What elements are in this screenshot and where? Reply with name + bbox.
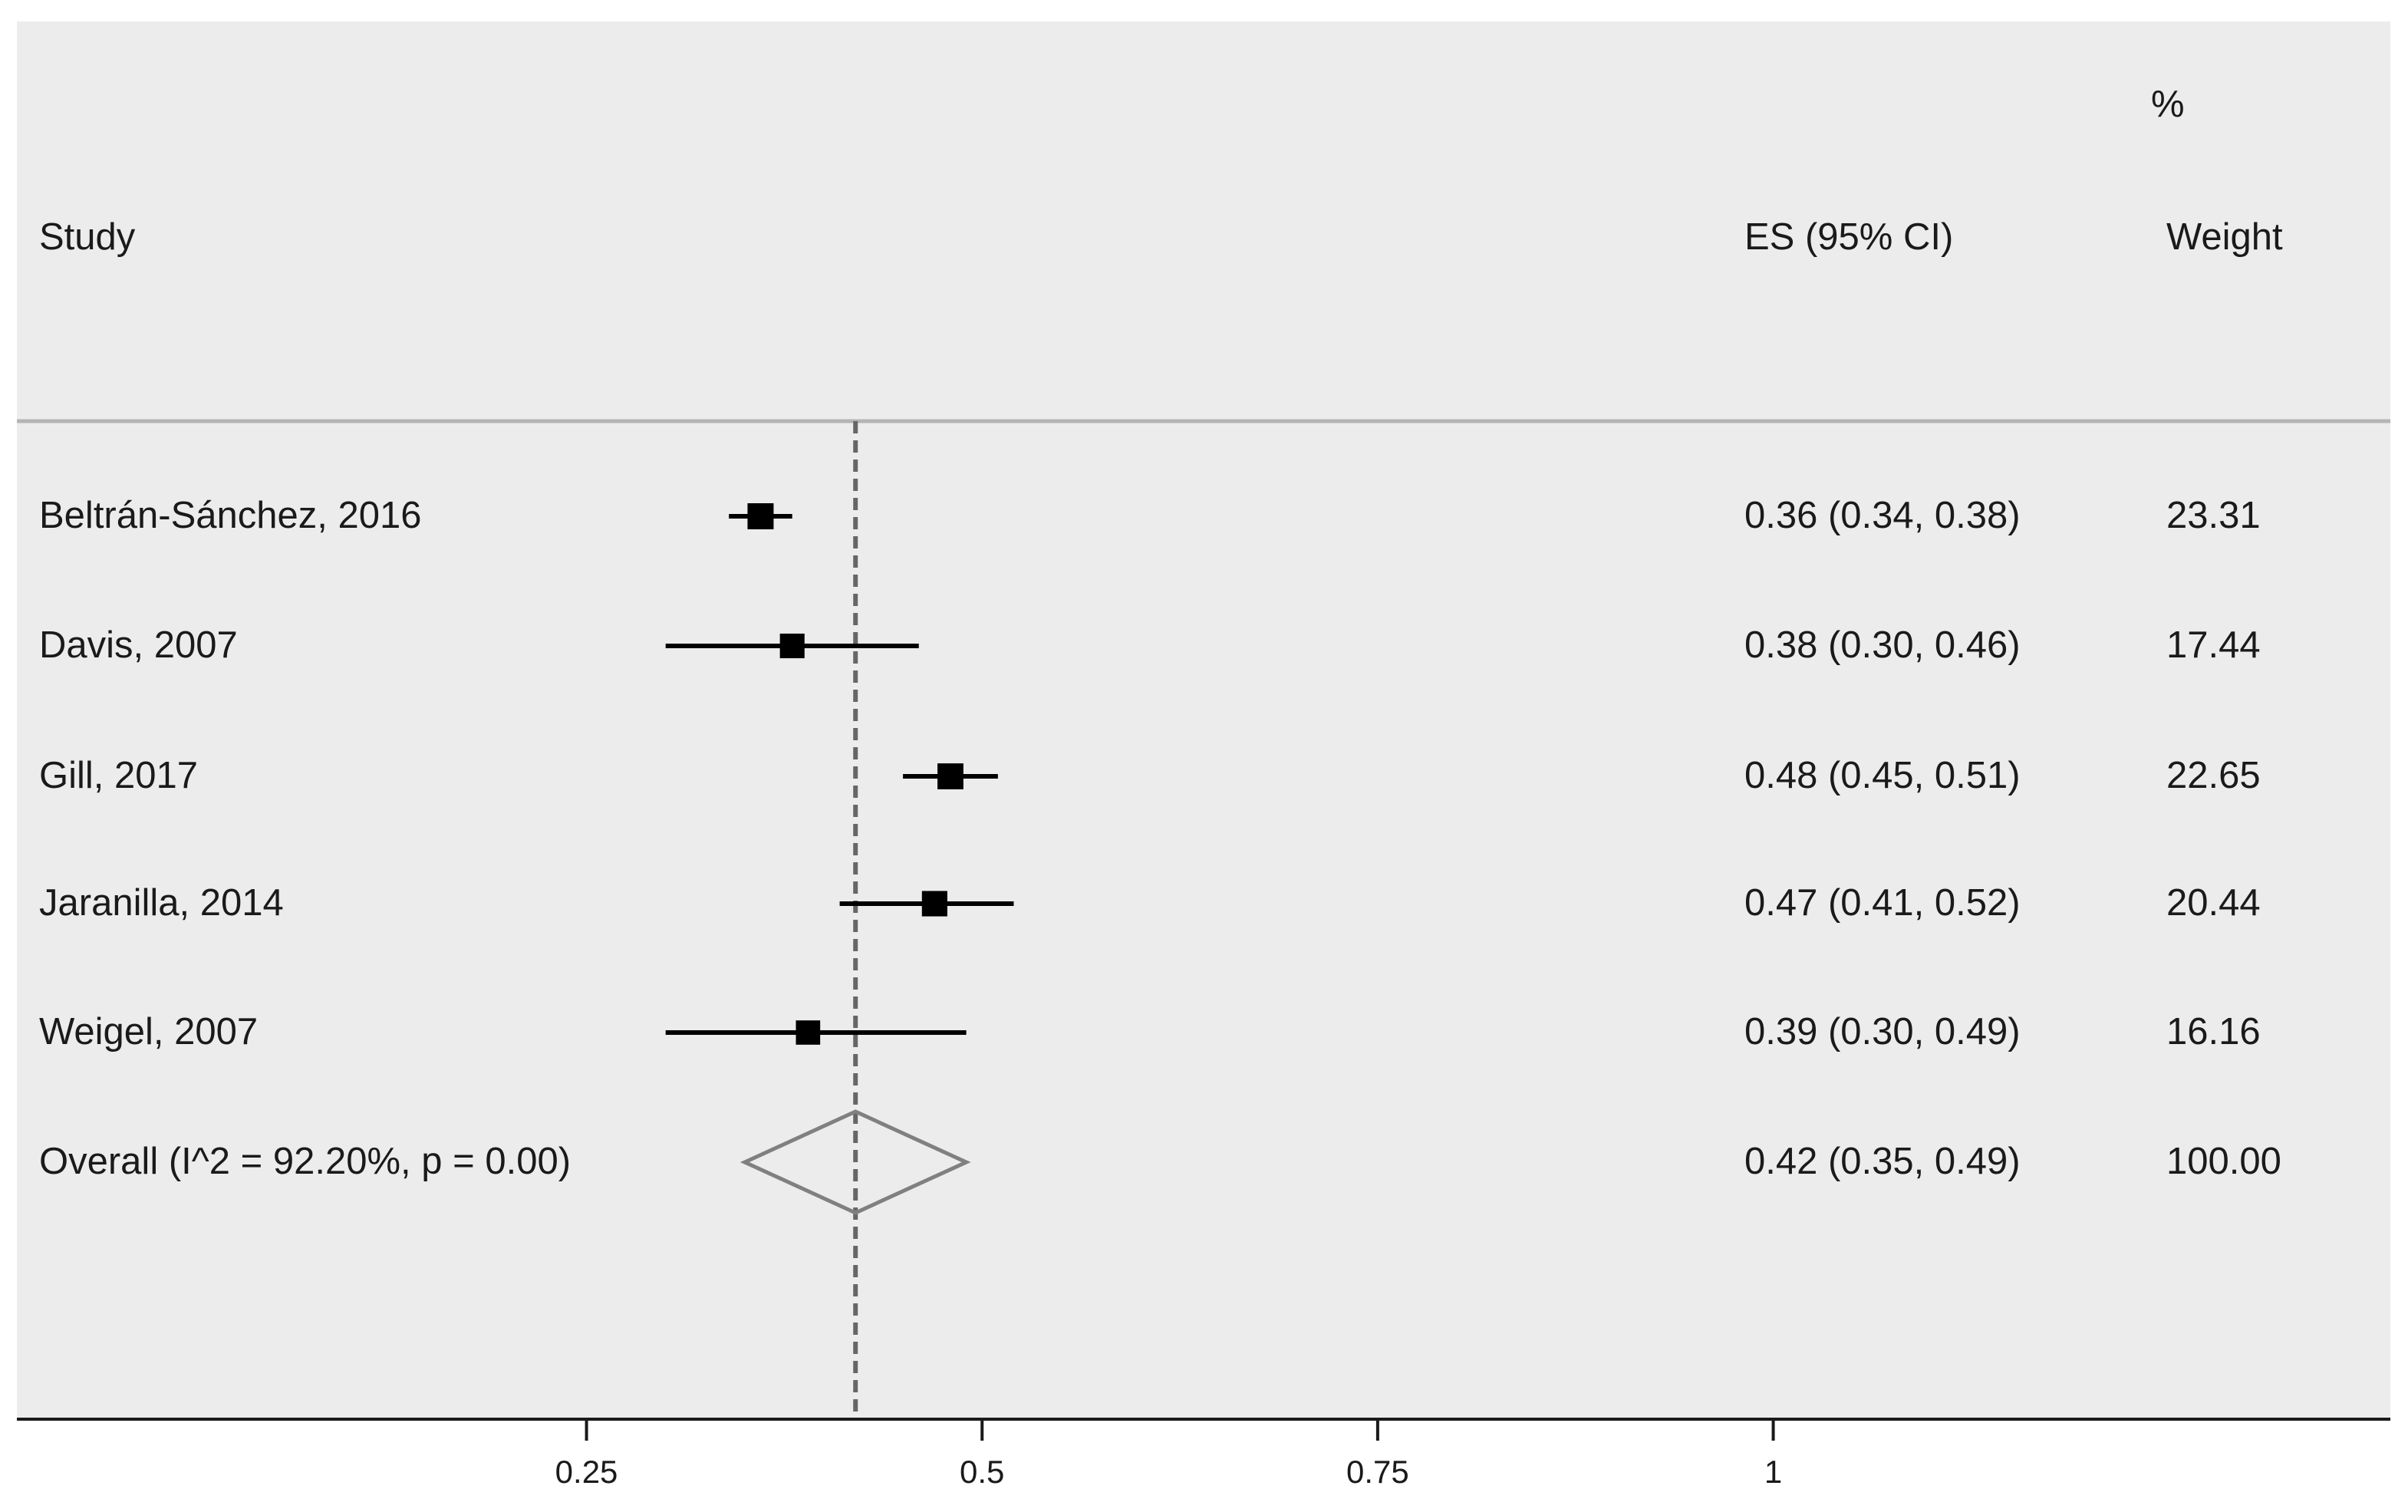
study-weight: 16.16 bbox=[2166, 1011, 2261, 1052]
study-es-ci: 0.36 (0.34, 0.38) bbox=[1744, 495, 2021, 536]
study-label: Weigel, 2007 bbox=[39, 1011, 259, 1052]
overall-diamond bbox=[740, 1109, 971, 1215]
header-es-ci: ES (95% CI) bbox=[1744, 216, 1954, 258]
header-weight-percent: % bbox=[2151, 84, 2185, 125]
x-tick-label: 0.5 bbox=[960, 1454, 1005, 1490]
study-label: Gill, 2017 bbox=[39, 755, 199, 796]
study-es-ci: 0.39 (0.30, 0.49) bbox=[1744, 1011, 2021, 1052]
effect-size-marker bbox=[921, 891, 947, 917]
x-tick-label: 1 bbox=[1764, 1454, 1783, 1490]
study-weight: 20.44 bbox=[2166, 882, 2261, 924]
plot-panel bbox=[17, 21, 2390, 1419]
study-label: Davis, 2007 bbox=[39, 624, 238, 666]
study-weight: 23.31 bbox=[2166, 495, 2261, 536]
header-study: Study bbox=[39, 216, 136, 258]
x-tick-label: 0.25 bbox=[555, 1454, 618, 1490]
effect-size-marker bbox=[937, 763, 964, 789]
overall-weight: 100.00 bbox=[2166, 1141, 2281, 1182]
overall-es-ci: 0.42 (0.35, 0.49) bbox=[1744, 1141, 2021, 1182]
study-es-ci: 0.47 (0.41, 0.52) bbox=[1744, 882, 2021, 924]
header-weight: Weight bbox=[2166, 216, 2283, 258]
effect-size-marker bbox=[747, 503, 774, 529]
overall-label: Overall (I^2 = 92.20%, p = 0.00) bbox=[39, 1141, 572, 1182]
study-weight: 22.65 bbox=[2166, 755, 2261, 796]
study-es-ci: 0.48 (0.45, 0.51) bbox=[1744, 755, 2021, 796]
effect-size-marker bbox=[779, 633, 805, 659]
study-label: Jaranilla, 2014 bbox=[39, 882, 284, 924]
study-label: Beltrán-Sánchez, 2016 bbox=[39, 495, 422, 536]
study-weight: 17.44 bbox=[2166, 624, 2261, 666]
study-es-ci: 0.38 (0.30, 0.46) bbox=[1744, 624, 2021, 666]
x-tick-label: 0.75 bbox=[1346, 1454, 1409, 1490]
effect-size-marker bbox=[796, 1020, 821, 1045]
